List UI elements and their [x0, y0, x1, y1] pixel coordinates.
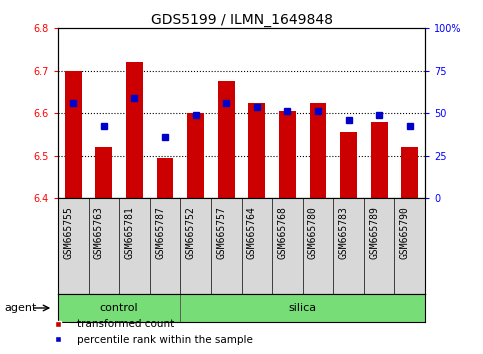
Title: GDS5199 / ILMN_1649848: GDS5199 / ILMN_1649848: [151, 13, 332, 27]
Bar: [310, 103, 327, 198]
Text: GSM665789: GSM665789: [369, 206, 379, 259]
Text: GSM665780: GSM665780: [308, 206, 318, 259]
FancyBboxPatch shape: [180, 295, 425, 321]
Text: GSM665752: GSM665752: [185, 206, 196, 259]
Bar: [371, 122, 387, 198]
Bar: [65, 71, 82, 198]
Bar: [156, 158, 173, 198]
Text: silica: silica: [289, 303, 317, 313]
Text: agent: agent: [5, 303, 37, 313]
Text: GSM665763: GSM665763: [94, 206, 104, 259]
Bar: [248, 103, 265, 198]
Text: GSM665764: GSM665764: [247, 206, 257, 259]
Text: GSM665755: GSM665755: [63, 206, 73, 259]
Bar: [126, 62, 143, 198]
Text: GSM665757: GSM665757: [216, 206, 226, 259]
Text: GSM665790: GSM665790: [400, 206, 410, 259]
FancyBboxPatch shape: [58, 295, 180, 321]
Text: GSM665787: GSM665787: [155, 206, 165, 259]
Bar: [401, 147, 418, 198]
Bar: [340, 132, 357, 198]
Bar: [187, 113, 204, 198]
Bar: [279, 111, 296, 198]
Text: GSM665783: GSM665783: [339, 206, 349, 259]
Legend: transformed count, percentile rank within the sample: transformed count, percentile rank withi…: [44, 315, 257, 349]
Bar: [218, 81, 235, 198]
Text: GSM665781: GSM665781: [125, 206, 134, 259]
Text: control: control: [100, 303, 139, 313]
Text: GSM665768: GSM665768: [277, 206, 287, 259]
Bar: [96, 147, 112, 198]
